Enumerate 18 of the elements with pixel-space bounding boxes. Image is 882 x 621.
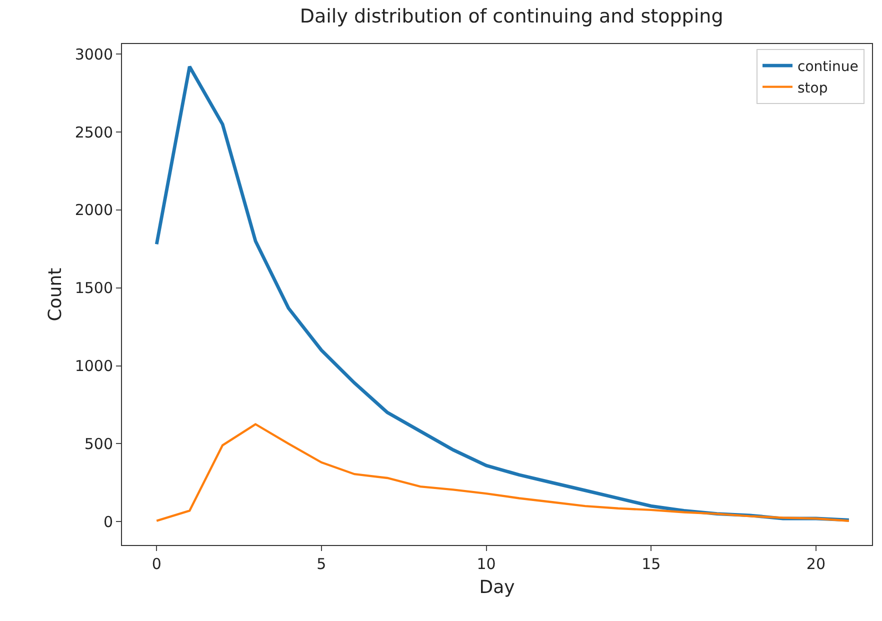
x-tick-label: 15 bbox=[642, 555, 661, 573]
chart-title: Daily distribution of continuing and stopping bbox=[300, 6, 724, 28]
y-tick-label: 2000 bbox=[74, 201, 113, 220]
line-series bbox=[156, 423, 850, 522]
legend-label: continue bbox=[798, 59, 858, 76]
y-tick-label: 500 bbox=[84, 434, 113, 453]
legend-label: stop bbox=[798, 80, 828, 96]
y-tick-label: 1500 bbox=[74, 279, 113, 298]
x-tick-label: 20 bbox=[806, 555, 826, 573]
y-tick-label: 2500 bbox=[74, 123, 113, 142]
x-axis-title: Day bbox=[479, 577, 516, 598]
y-tick-label: 0 bbox=[103, 512, 113, 531]
y-axis-title: Count bbox=[45, 268, 66, 322]
x-tick-label: 10 bbox=[476, 555, 496, 573]
y-tick-label: 3000 bbox=[74, 45, 113, 64]
x-tick-label: 5 bbox=[316, 555, 326, 573]
x-tick-label: 0 bbox=[152, 555, 162, 573]
y-tick-label: 1000 bbox=[74, 357, 113, 376]
